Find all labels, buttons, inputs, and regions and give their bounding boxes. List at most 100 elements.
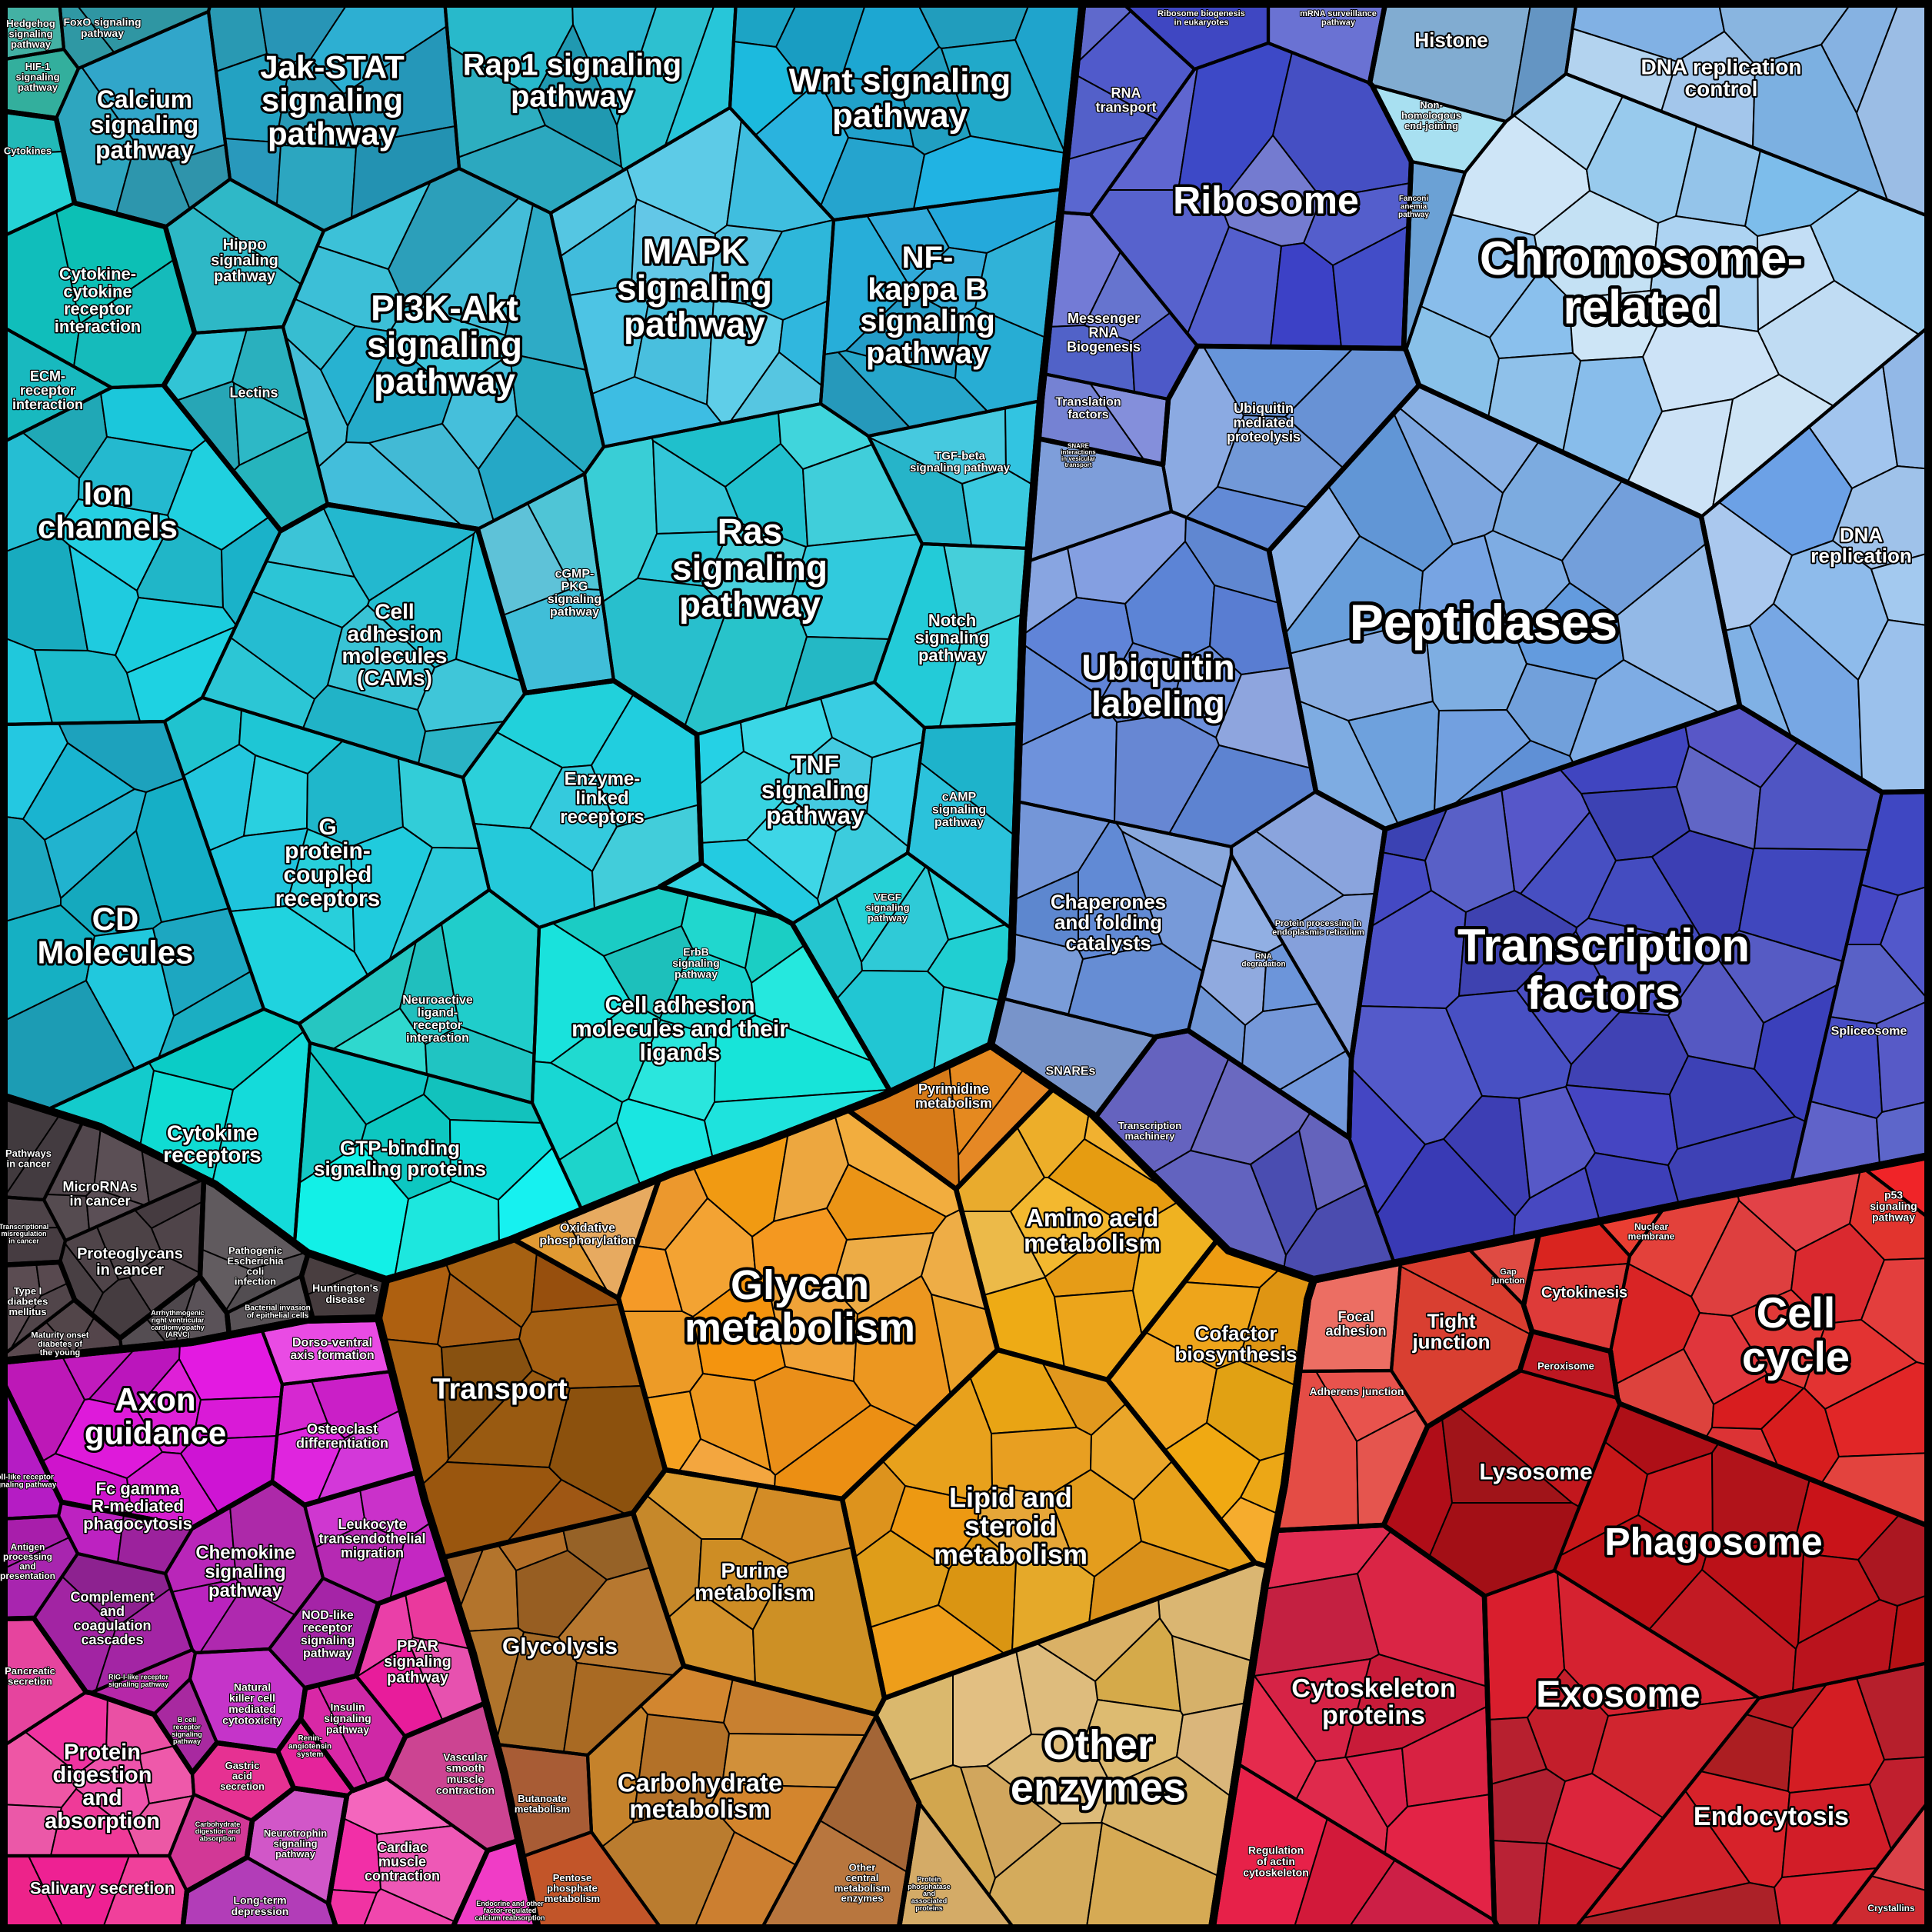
svg-text:Peptidases: Peptidases <box>1350 594 1618 651</box>
svg-text:Cytokinesis: Cytokinesis <box>1541 1284 1627 1301</box>
svg-text:Endocytosis: Endocytosis <box>1694 1802 1849 1831</box>
svg-text:Transport: Transport <box>432 1373 568 1405</box>
svg-text:Exosome: Exosome <box>1536 1674 1700 1715</box>
svg-text:Peroxisome: Peroxisome <box>1537 1361 1594 1372</box>
svg-text:Lysosome: Lysosome <box>1479 1460 1592 1485</box>
svg-text:Lectins: Lectins <box>229 385 278 400</box>
svg-text:Cytokines: Cytokines <box>4 145 52 157</box>
svg-text:Salivary secretion: Salivary secretion <box>30 1879 175 1898</box>
svg-text:Phagosome: Phagosome <box>1604 1521 1822 1564</box>
svg-text:Glycolysis: Glycolysis <box>502 1634 618 1660</box>
svg-text:Adherens junction: Adherens junction <box>1310 1385 1404 1397</box>
svg-text:Histone: Histone <box>1414 28 1487 52</box>
svg-text:Chromosome-related: Chromosome-related <box>1480 232 1803 335</box>
